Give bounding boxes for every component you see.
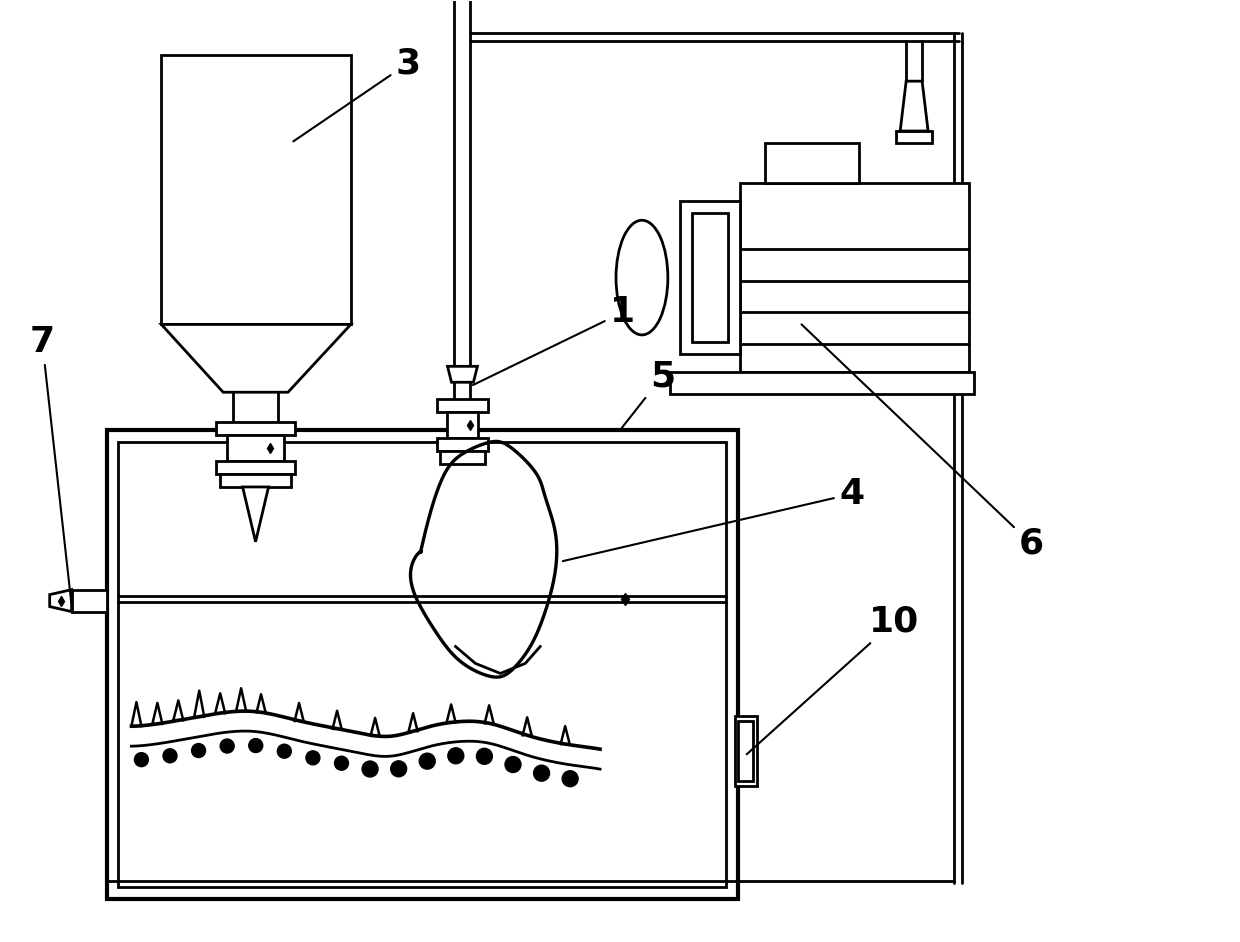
Polygon shape (161, 324, 351, 392)
Bar (436, 399, 489, 413)
Circle shape (249, 739, 263, 753)
Bar (439, 451, 485, 464)
Bar (680, 201, 739, 354)
Circle shape (533, 765, 549, 781)
Text: 3: 3 (294, 46, 420, 141)
Bar (107, 430, 738, 899)
Circle shape (562, 771, 578, 787)
Text: 4: 4 (563, 477, 864, 561)
Ellipse shape (616, 220, 668, 335)
Polygon shape (243, 487, 269, 542)
Polygon shape (50, 590, 72, 611)
Text: 7: 7 (30, 325, 72, 603)
Bar (739, 183, 968, 372)
Circle shape (192, 743, 206, 757)
Bar (119, 442, 725, 886)
Bar (738, 722, 753, 781)
Circle shape (505, 756, 521, 772)
Circle shape (419, 754, 435, 769)
Bar (692, 213, 728, 342)
Circle shape (391, 761, 407, 777)
Circle shape (306, 751, 320, 765)
Text: 10: 10 (746, 605, 920, 755)
Text: 6: 6 (801, 324, 1044, 560)
Polygon shape (448, 366, 477, 382)
Bar (216, 461, 295, 474)
Circle shape (134, 753, 149, 767)
Circle shape (362, 761, 378, 777)
Bar (227, 435, 284, 461)
Bar (734, 716, 756, 786)
Bar (765, 143, 859, 183)
Polygon shape (900, 81, 928, 131)
Circle shape (278, 744, 291, 758)
Bar (161, 56, 351, 324)
Circle shape (448, 748, 464, 764)
Circle shape (162, 749, 177, 763)
Circle shape (335, 756, 348, 771)
Text: 1: 1 (472, 296, 635, 385)
Bar (897, 131, 932, 143)
Bar (670, 372, 973, 395)
Bar (72, 590, 107, 611)
Circle shape (476, 748, 492, 764)
Circle shape (221, 739, 234, 753)
Text: 5: 5 (621, 359, 675, 428)
Bar (219, 474, 291, 487)
Bar (436, 438, 489, 451)
Bar (446, 413, 479, 438)
Bar (216, 422, 295, 435)
